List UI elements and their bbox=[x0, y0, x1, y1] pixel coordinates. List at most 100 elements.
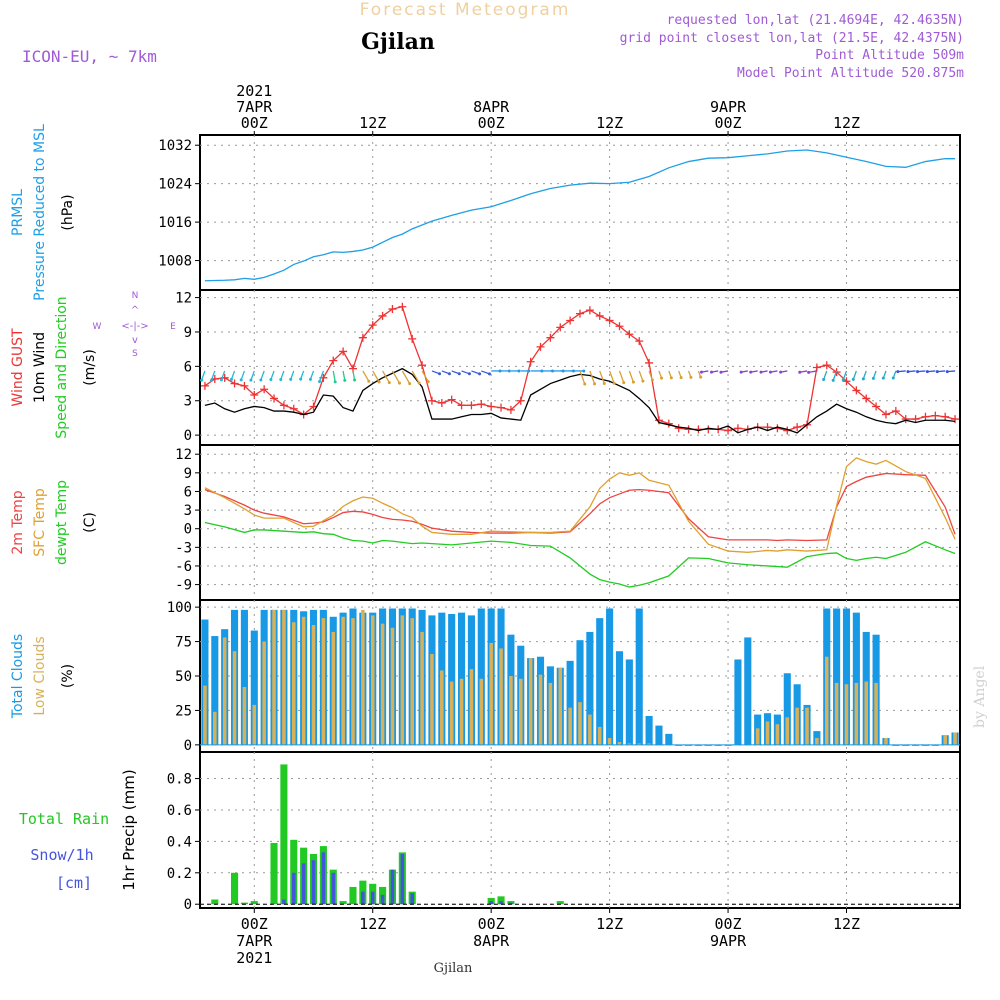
time-label-bottom: 2021 bbox=[236, 949, 272, 967]
y-tick-label: -6 bbox=[175, 559, 192, 575]
wind-arrow-head bbox=[259, 378, 263, 382]
wind-arrow-head bbox=[229, 377, 233, 381]
panel-label: 2m Temp bbox=[10, 490, 26, 554]
panel-frame bbox=[199, 751, 961, 909]
gust-marker bbox=[526, 357, 535, 366]
wind-arrow-head bbox=[602, 381, 606, 385]
bar-rain bbox=[349, 886, 357, 905]
bar-low-clouds bbox=[361, 609, 365, 745]
time-label-top: 7APR bbox=[236, 98, 273, 116]
gust-marker bbox=[645, 358, 654, 367]
y-tick-label: 3 bbox=[184, 503, 192, 519]
wind-arrow-head bbox=[660, 376, 664, 380]
wind-arrow-head bbox=[219, 378, 223, 382]
wind-arrow-head bbox=[209, 379, 213, 383]
wind-direction-arrow bbox=[372, 370, 380, 383]
wind-arrow-head bbox=[289, 377, 293, 381]
bar-low-clouds bbox=[874, 682, 878, 745]
wind-direction-arrow bbox=[823, 370, 828, 380]
bar-total-clouds bbox=[240, 609, 248, 745]
time-label-top: 12Z bbox=[596, 114, 623, 132]
time-label-top: 9APR bbox=[710, 98, 747, 116]
gust-marker bbox=[793, 423, 802, 432]
wind-arrow-head bbox=[945, 370, 949, 374]
compass-arrows: <-|-> bbox=[121, 321, 148, 332]
wind-arrow-head bbox=[333, 380, 337, 384]
y-tick-label: 0 bbox=[184, 428, 192, 444]
wind-arrow-head bbox=[318, 380, 322, 384]
wind-direction-arrow bbox=[411, 370, 420, 384]
gust-marker bbox=[270, 394, 279, 403]
bar-total-clouds bbox=[566, 660, 574, 745]
bar-snow bbox=[499, 901, 503, 905]
model-label: ICON-EU, ~ 7km bbox=[22, 47, 157, 66]
wind-arrow-head bbox=[249, 378, 253, 382]
bar-total-clouds bbox=[645, 715, 653, 745]
gust-marker bbox=[447, 395, 456, 404]
wind-arrow-head bbox=[807, 370, 811, 374]
wind-arrow-head bbox=[891, 376, 895, 380]
wind-arrow-head bbox=[710, 370, 714, 374]
panel-precipitation: 0 0.2 0.4 0.6 0.8 Total Rain Snow/1h [cm] 1hr Pr… bbox=[19, 751, 961, 913]
wind-direction-arrow bbox=[352, 370, 356, 381]
wind-arrow-head bbox=[689, 375, 693, 379]
bar-low-clouds bbox=[380, 623, 385, 745]
y-tick-label: -3 bbox=[175, 540, 192, 556]
wind-direction-arrow bbox=[230, 370, 236, 380]
gust-marker bbox=[881, 410, 890, 419]
gust-marker bbox=[921, 412, 930, 421]
bar-low-clouds bbox=[242, 687, 247, 745]
wind-arrow-head bbox=[269, 378, 273, 382]
wind-direction-arrow bbox=[589, 370, 596, 385]
wind-arrow-head bbox=[679, 376, 683, 380]
wind-arrow-head bbox=[739, 370, 743, 374]
y-tick-label: 12 bbox=[175, 291, 192, 307]
bar-total-clouds bbox=[576, 640, 584, 745]
bar-low-clouds bbox=[479, 678, 484, 745]
gust-marker bbox=[585, 306, 594, 315]
wind-arrow-head bbox=[498, 369, 502, 373]
bar-snow bbox=[361, 891, 365, 905]
gust-marker bbox=[477, 400, 486, 409]
bar-low-clouds bbox=[440, 670, 444, 745]
bar-low-clouds bbox=[321, 618, 326, 745]
wind-direction-arrow bbox=[628, 370, 635, 383]
y-tick-label: 100 bbox=[167, 600, 192, 616]
gust-marker bbox=[240, 381, 249, 390]
wind-arrow-head bbox=[768, 370, 772, 374]
wind-arrow-head bbox=[308, 377, 312, 381]
wind-direction-arrow bbox=[842, 370, 848, 381]
time-label-top: 00Z bbox=[241, 114, 268, 132]
wind-arrow-head bbox=[699, 375, 703, 379]
series-2m-temp bbox=[204, 472, 956, 542]
bar-total-clouds bbox=[606, 608, 614, 745]
wind-arrow-head bbox=[881, 376, 885, 380]
wind-arrow-head bbox=[719, 370, 723, 374]
gust-marker bbox=[457, 401, 466, 410]
bar-rain bbox=[240, 902, 248, 905]
wind-arrow-head bbox=[935, 370, 939, 374]
bar-low-clouds bbox=[430, 653, 434, 745]
bar-snow bbox=[331, 872, 336, 905]
wind-arrow-head bbox=[641, 379, 645, 383]
bar-total-clouds bbox=[615, 651, 624, 745]
y-tick-label: 6 bbox=[184, 359, 192, 375]
wind-arrow-head bbox=[279, 378, 283, 382]
bar-low-clouds bbox=[410, 618, 414, 745]
series-dewpt-temp bbox=[204, 521, 956, 588]
wind-arrow-head bbox=[417, 381, 421, 385]
panel-label: [cm] bbox=[56, 874, 92, 892]
bar-low-clouds bbox=[331, 631, 336, 745]
time-label-top: 12Z bbox=[833, 114, 860, 132]
panel-label: PRMSL bbox=[10, 189, 26, 236]
bar-rain bbox=[290, 839, 298, 905]
time-label-top: 2021 bbox=[236, 82, 272, 100]
y-tick-label: 75 bbox=[175, 635, 192, 651]
time-label-bottom: 8APR bbox=[473, 932, 510, 950]
wind-direction-arrow bbox=[362, 370, 370, 382]
bar-total-clouds bbox=[201, 619, 209, 745]
compass-e: E bbox=[170, 322, 176, 332]
bar-low-clouds bbox=[824, 656, 829, 745]
gust-marker bbox=[763, 423, 772, 432]
